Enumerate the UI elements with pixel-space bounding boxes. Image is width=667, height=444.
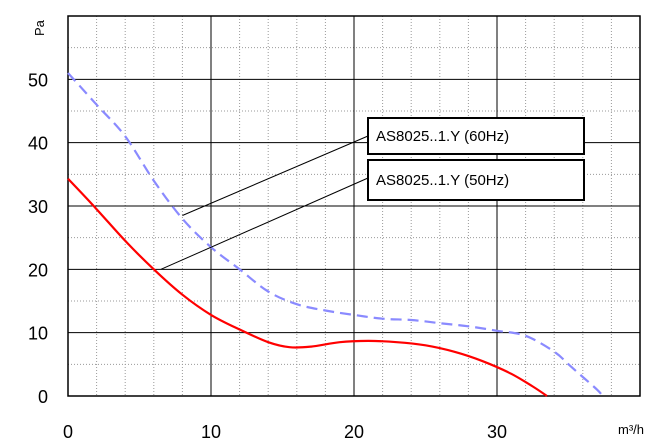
tick-layer: 0 10 20 30 0 10 20 30 40 50 [28,70,507,442]
y-axis-label: Pa [32,19,47,36]
callout-label: AS8025..1.Y (60Hz) [376,128,509,145]
series-line-60hz [67,72,604,397]
major-grid [68,16,640,396]
callout-layer: AS8025..1.Y (60Hz) AS8025..1.Y (50Hz) [160,117,585,270]
callout-label: AS8025..1.Y (50Hz) [376,172,509,189]
callout-box [367,117,585,155]
callout-leader-line [160,177,369,270]
y-tick-label: 30 [28,197,48,217]
callout-leader-line [182,135,369,216]
y-tick-label: 10 [28,324,48,344]
series-line-50hz [67,178,548,397]
y-tick-label: 40 [28,134,48,154]
x-tick-label: 30 [487,422,507,442]
y-tick-label: 50 [28,70,48,90]
x-tick-label: 10 [201,422,221,442]
x-tick-label: 20 [344,422,364,442]
y-tick-label: 0 [38,387,48,407]
plot-frame [67,15,641,397]
callout-box [367,159,585,201]
x-tick-label: 0 [63,422,73,442]
y-tick-label: 20 [28,260,48,280]
series-layer [67,72,604,397]
x-axis-label: m³/h [618,422,644,437]
